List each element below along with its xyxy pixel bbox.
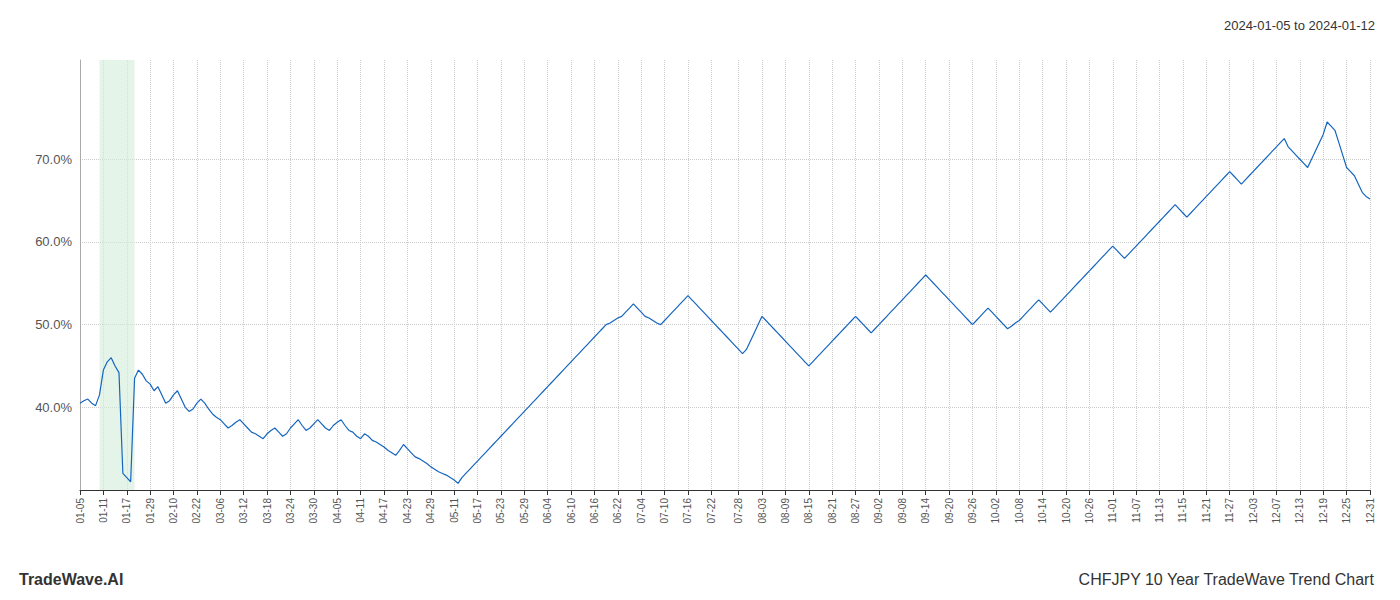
svg-text:06-22: 06-22 — [612, 498, 623, 524]
svg-text:05-17: 05-17 — [472, 498, 483, 524]
svg-text:04-17: 04-17 — [378, 498, 389, 524]
svg-text:07-04: 07-04 — [636, 498, 647, 524]
svg-text:10-02: 10-02 — [990, 498, 1001, 524]
svg-text:11-07: 11-07 — [1131, 498, 1142, 523]
svg-text:06-16: 06-16 — [589, 498, 600, 524]
svg-text:10-20: 10-20 — [1061, 498, 1072, 524]
svg-text:06-04: 06-04 — [542, 498, 553, 524]
svg-text:60.0%: 60.0% — [35, 234, 72, 249]
svg-text:07-16: 07-16 — [682, 498, 693, 524]
svg-text:11-15: 11-15 — [1177, 498, 1188, 523]
svg-text:11-01: 11-01 — [1107, 498, 1118, 523]
svg-text:04-29: 04-29 — [425, 498, 436, 524]
svg-text:12-07: 12-07 — [1271, 498, 1282, 524]
svg-text:07-10: 07-10 — [659, 498, 670, 524]
svg-text:09-08: 09-08 — [897, 498, 908, 524]
svg-text:03-30: 03-30 — [308, 498, 319, 524]
svg-text:09-14: 09-14 — [920, 498, 931, 524]
svg-text:01-11: 01-11 — [98, 498, 109, 523]
svg-text:05-29: 05-29 — [519, 498, 530, 524]
svg-text:12-25: 12-25 — [1341, 498, 1352, 524]
svg-text:TradeWave.AI: TradeWave.AI — [19, 571, 123, 588]
svg-text:12-19: 12-19 — [1318, 498, 1329, 524]
svg-text:11-21: 11-21 — [1201, 498, 1212, 523]
svg-text:08-03: 08-03 — [757, 498, 768, 524]
svg-text:50.0%: 50.0% — [35, 317, 72, 332]
svg-text:04-11: 04-11 — [355, 498, 366, 523]
svg-text:08-09: 08-09 — [780, 498, 791, 524]
svg-text:12-03: 12-03 — [1248, 498, 1259, 524]
svg-text:05-23: 05-23 — [495, 498, 506, 524]
svg-text:03-18: 03-18 — [262, 498, 273, 524]
svg-text:10-14: 10-14 — [1037, 498, 1048, 524]
svg-text:03-12: 03-12 — [238, 498, 249, 524]
svg-text:03-24: 03-24 — [285, 498, 296, 524]
svg-text:01-17: 01-17 — [121, 498, 132, 524]
svg-text:12-13: 12-13 — [1294, 498, 1305, 524]
svg-text:2024-01-05 to 2024-01-12: 2024-01-05 to 2024-01-12 — [1224, 18, 1375, 33]
svg-text:08-21: 08-21 — [827, 498, 838, 524]
svg-text:09-20: 09-20 — [944, 498, 955, 524]
svg-text:12-31: 12-31 — [1365, 498, 1376, 524]
svg-text:04-05: 04-05 — [332, 498, 343, 524]
svg-text:09-02: 09-02 — [873, 498, 884, 524]
svg-text:02-22: 02-22 — [191, 498, 202, 524]
svg-text:08-27: 08-27 — [850, 498, 861, 524]
svg-text:01-05: 01-05 — [75, 498, 86, 524]
svg-text:04-23: 04-23 — [402, 498, 413, 524]
svg-text:01-29: 01-29 — [145, 498, 156, 524]
svg-text:07-28: 07-28 — [733, 498, 744, 524]
svg-text:07-22: 07-22 — [706, 498, 717, 524]
svg-text:03-06: 03-06 — [215, 498, 226, 524]
svg-text:11-13: 11-13 — [1154, 498, 1165, 523]
svg-text:08-15: 08-15 — [803, 498, 814, 524]
svg-text:05-11: 05-11 — [449, 498, 460, 523]
svg-text:70.0%: 70.0% — [35, 152, 72, 167]
svg-text:40.0%: 40.0% — [35, 400, 72, 415]
svg-text:06-10: 06-10 — [566, 498, 577, 524]
svg-text:10-08: 10-08 — [1014, 498, 1025, 524]
svg-text:09-26: 09-26 — [967, 498, 978, 524]
svg-text:02-10: 02-10 — [168, 498, 179, 524]
svg-text:10-26: 10-26 — [1084, 498, 1095, 524]
svg-text:11-27: 11-27 — [1224, 498, 1235, 523]
svg-text:CHFJPY 10 Year TradeWave Trend: CHFJPY 10 Year TradeWave Trend Chart — [1079, 571, 1375, 588]
